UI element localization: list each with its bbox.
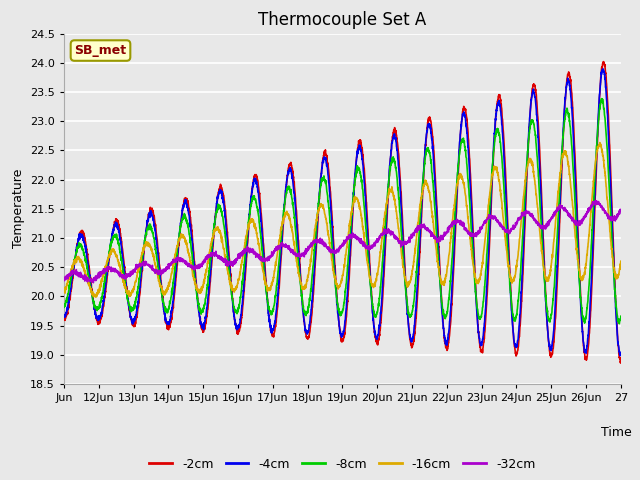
Y-axis label: Temperature: Temperature bbox=[12, 169, 24, 249]
Title: Thermocouple Set A: Thermocouple Set A bbox=[259, 11, 426, 29]
Text: SB_met: SB_met bbox=[74, 44, 127, 57]
Legend: -2cm, -4cm, -8cm, -16cm, -32cm: -2cm, -4cm, -8cm, -16cm, -32cm bbox=[145, 453, 540, 476]
X-axis label: Time: Time bbox=[601, 426, 632, 439]
